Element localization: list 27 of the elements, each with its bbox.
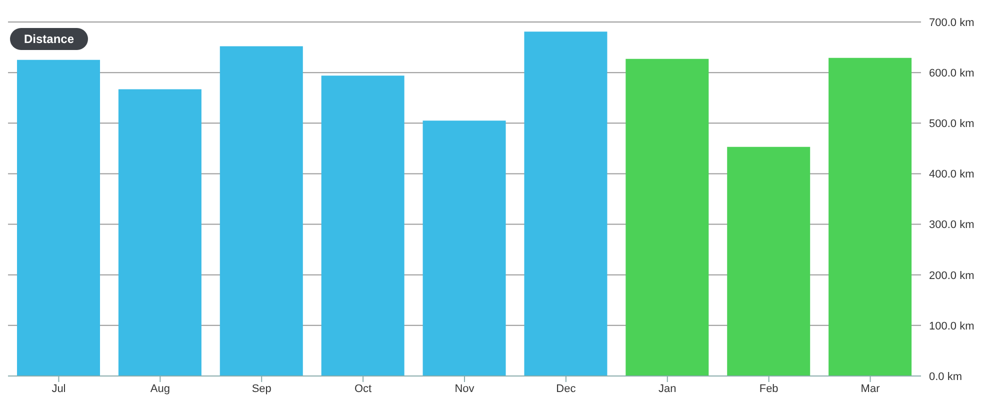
x-tick-label: Oct (354, 382, 372, 395)
x-tick-label: Dec (556, 382, 576, 395)
x-tick-label: Feb (759, 382, 778, 395)
bar (422, 120, 506, 376)
bar (17, 60, 100, 376)
bar (118, 89, 202, 376)
bar (626, 58, 709, 376)
x-tick-label: Aug (150, 382, 170, 395)
x-tick-label: Mar (860, 382, 880, 395)
bar (828, 58, 912, 376)
y-tick-label: 0.0 km (929, 370, 962, 383)
x-tick-label: Nov (454, 382, 475, 395)
bar (321, 76, 404, 376)
text: Distance (10, 28, 88, 50)
y-tick-label: 700.0 km (929, 16, 974, 29)
y-tick-label: 600.0 km (929, 67, 974, 80)
bar (727, 146, 810, 376)
bar (524, 32, 608, 376)
x-tick-label: Jul (52, 382, 66, 395)
y-tick-label: 200.0 km (929, 270, 974, 282)
bar (220, 46, 303, 376)
y-tick-label: 100.0 km (929, 320, 974, 332)
y-tick-label: 300.0 km (929, 219, 974, 232)
x-tick-label: Jan (658, 382, 676, 395)
y-tick-label: 500.0 km (929, 118, 974, 130)
y-tick-label: 400.0 km (929, 168, 974, 181)
x-tick-label: Sep (252, 382, 272, 395)
